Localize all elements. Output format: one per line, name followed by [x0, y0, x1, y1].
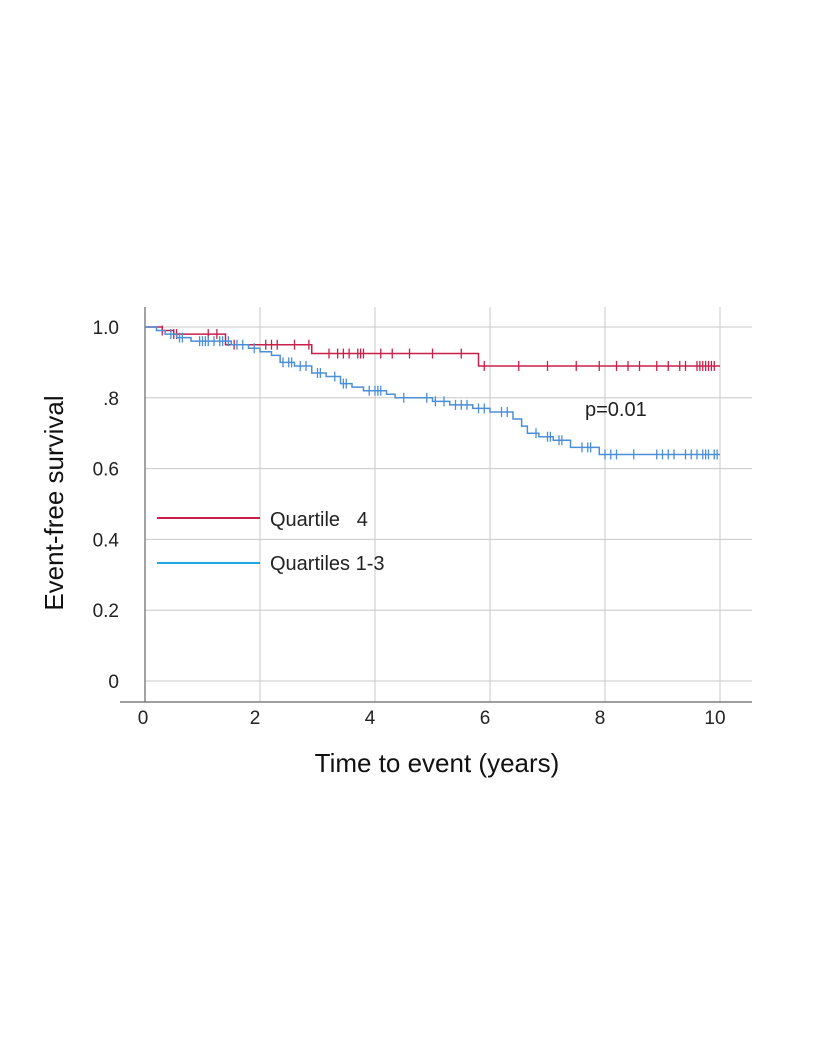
tick-labels: 0 2 4 6 8 10 0 0.2 0.4 0.6 .8 1.0: [93, 318, 726, 729]
p-value-annotation: p=0.01: [585, 399, 647, 421]
x-tick-label: 6: [480, 708, 491, 729]
y-tick-label: 1.0: [93, 318, 119, 339]
y-tick-label: .8: [103, 389, 119, 410]
legend: Quartile 4 Quartiles 1-3: [157, 509, 385, 575]
x-axis-title: Time to event (years): [315, 748, 560, 778]
x-tick-label: 4: [365, 708, 376, 729]
x-tick-label: 10: [704, 708, 725, 729]
x-tick-label: 2: [250, 708, 261, 729]
legend-label-quartile-4: Quartile 4: [270, 509, 368, 531]
x-tick-label: 8: [595, 708, 606, 729]
y-tick-label: 0.2: [93, 601, 119, 622]
x-tick-label: 0: [138, 708, 149, 729]
axes-layer: [120, 307, 752, 703]
series-1: [145, 326, 720, 460]
y-tick-label: 0.4: [93, 530, 120, 551]
series-layer: [145, 325, 720, 460]
legend-label-quartiles-1-3: Quartiles 1-3: [270, 553, 385, 575]
series-line: [145, 326, 720, 456]
y-tick-label: 0: [108, 672, 119, 693]
y-axis-title: Event-free survival: [39, 395, 69, 610]
grid-layer: [145, 307, 752, 702]
y-tick-label: 0.6: [93, 460, 119, 481]
